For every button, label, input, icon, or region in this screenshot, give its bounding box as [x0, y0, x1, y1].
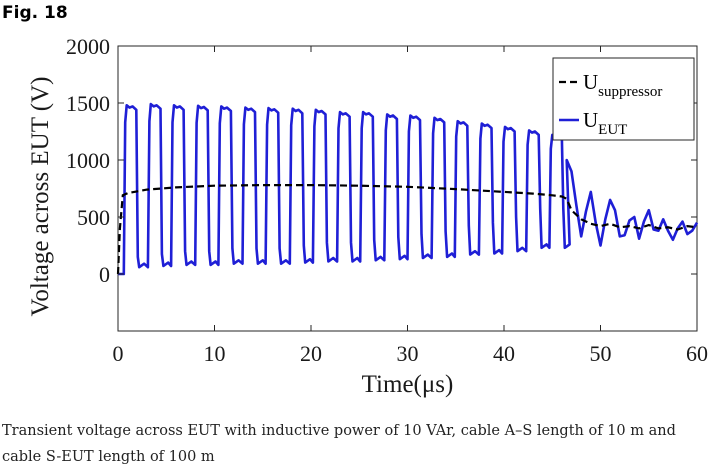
legend-entry: Usuppressor	[583, 70, 662, 100]
x-axis-label: Time(μs)	[362, 371, 454, 398]
x-tick-label: 20	[300, 341, 322, 366]
y-tick-label: 500	[77, 205, 110, 230]
x-tick-label: 30	[397, 341, 419, 366]
y-tick-label: 0	[99, 262, 110, 287]
x-tick-label: 50	[590, 341, 612, 366]
series-line-u-suppressor	[116, 184, 698, 275]
figure-label: Fig. 18	[2, 3, 68, 23]
x-tick-label: 40	[493, 341, 515, 366]
y-tick-label: 1500	[66, 91, 110, 116]
y-axis-label: Voltage across EUT (V)	[27, 77, 54, 317]
voltage-chart: 0 10 20 30 40 50 60 0 500 1000 1500 2000 Time(μs) V…	[27, 34, 708, 398]
x-tick-label: 0	[113, 341, 124, 366]
x-tick-label: 60	[686, 341, 708, 366]
legend-entry: UEUT	[583, 108, 627, 138]
y-tick-label: 2000	[66, 34, 110, 59]
ticks-layer: 0 10 20 30 40 50 60 0 500 1000 1500 2000	[66, 34, 708, 366]
x-tick-label: 10	[204, 341, 226, 366]
legend: Usuppressor UEUT	[552, 57, 695, 141]
y-tick-label: 1000	[66, 148, 110, 173]
figure-caption: Transient voltage across EUT with induct…	[2, 423, 676, 465]
legend-box	[552, 57, 695, 141]
